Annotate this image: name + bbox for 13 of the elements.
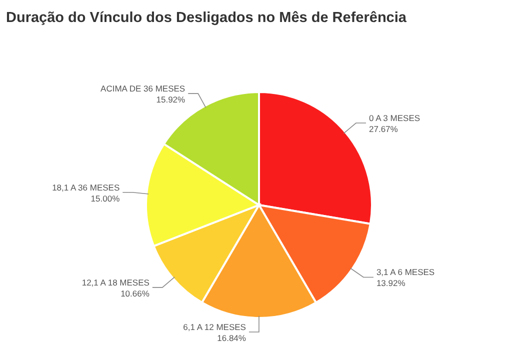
slice-label: 12,1 A 18 MESES bbox=[82, 277, 150, 288]
slice-label: 18,1 A 36 MESES bbox=[52, 182, 120, 192]
slice-label: ACIMA DE 36 MESES bbox=[100, 84, 186, 94]
data-label: 15.00% bbox=[90, 193, 120, 204]
slice-label: 6,1 A 12 MESES bbox=[183, 322, 246, 332]
chart-title: Duração do Vínculo dos Desligados no Mês de Referência bbox=[6, 10, 408, 26]
data-label: 10.66% bbox=[120, 288, 150, 298]
data-label: 27.67% bbox=[369, 124, 398, 134]
data-label: 13.92% bbox=[376, 278, 406, 288]
slice-label: 3,1 A 6 MESES bbox=[376, 267, 435, 278]
data-label: 16.84% bbox=[217, 333, 246, 343]
slice-label: 0 A 3 MESES bbox=[369, 113, 420, 124]
data-label: 15.92% bbox=[156, 94, 186, 105]
